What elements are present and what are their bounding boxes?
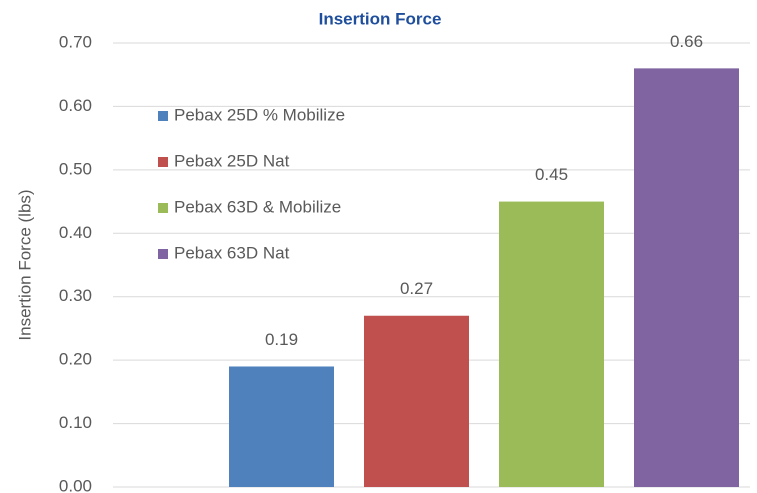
bar xyxy=(364,315,469,487)
data-label: 0.19 xyxy=(265,330,298,349)
legend-swatch xyxy=(158,157,168,167)
legend-label: Pebax 63D Nat xyxy=(174,243,290,262)
data-label: 0.27 xyxy=(400,279,433,298)
y-tick-label: 0.30 xyxy=(59,286,92,305)
legend-swatch xyxy=(158,111,168,121)
legend-swatch xyxy=(158,203,168,213)
legend-swatch xyxy=(158,249,168,259)
y-tick-label: 0.40 xyxy=(59,223,92,242)
y-axis-label: Insertion Force (lbs) xyxy=(15,189,34,340)
legend-label: Pebax 63D & Mobilize xyxy=(174,197,341,216)
bar xyxy=(499,201,604,488)
legend-label: Pebax 25D % Mobilize xyxy=(174,105,345,124)
bar xyxy=(634,68,739,487)
bar xyxy=(229,366,334,487)
y-tick-label: 0.20 xyxy=(59,350,92,369)
data-label: 0.45 xyxy=(535,165,568,184)
y-tick-label: 0.50 xyxy=(59,159,92,178)
data-label: 0.66 xyxy=(670,32,703,51)
y-tick-label: 0.60 xyxy=(59,96,92,115)
chart-title: Insertion Force xyxy=(319,9,442,28)
y-tick-label: 0.10 xyxy=(59,413,92,432)
y-tick-label: 0.00 xyxy=(59,476,92,493)
legend-label: Pebax 25D Nat xyxy=(174,151,290,170)
y-tick-label: 0.70 xyxy=(59,32,92,51)
